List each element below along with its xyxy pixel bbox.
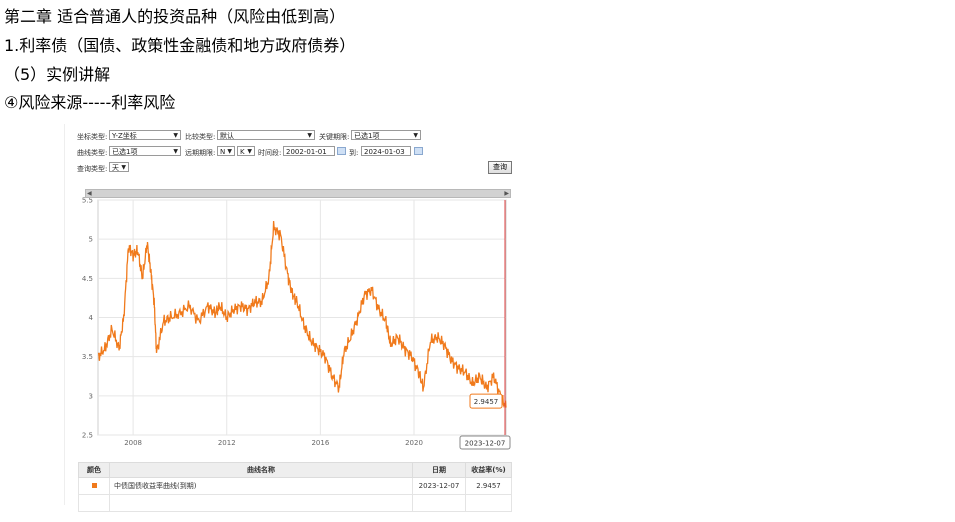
chevron-down-icon: ▼ <box>227 148 232 155</box>
col-date-header: 日期 <box>412 462 466 478</box>
y-tick-label: 5.5 <box>82 197 93 205</box>
col-name-header: 曲线名称 <box>109 462 413 478</box>
query-button[interactable]: 查询 <box>488 161 512 174</box>
yield-line-chart: 2.5 3 3.5 4 4.5 5 5.5 2008 2012 2016 2020 2.9457 202… <box>82 197 511 450</box>
table-row-empty <box>78 494 512 512</box>
curve-type-select[interactable]: 已选1项 ▼ <box>109 146 181 156</box>
coord-type-select[interactable]: Y-Z坐标 ▼ <box>109 130 181 140</box>
slide-heading-chapter: 第二章 适合普通人的投资品种（风险由低到高） <box>4 7 346 26</box>
forward-term-k-select[interactable]: K ▼ <box>237 146 255 156</box>
query-type-value: 天 <box>112 164 119 172</box>
series-color-swatch <box>91 483 97 488</box>
query-type-label: 查询类型: <box>77 165 108 173</box>
yield-cell: 2.9457 <box>465 477 512 495</box>
scroll-right-icon[interactable]: ▶ <box>504 190 509 197</box>
to-label: 到: <box>349 149 359 157</box>
query-type-select[interactable]: 天 ▼ <box>109 162 129 172</box>
curve-type-label: 曲线类型: <box>77 149 108 157</box>
calendar-icon[interactable] <box>414 147 423 155</box>
chevron-down-icon: ▼ <box>173 132 178 139</box>
date-tooltip-text: 2023-12-07 <box>465 440 506 448</box>
forward-n-value: N <box>220 148 226 156</box>
date-tooltip-box <box>459 435 511 450</box>
date-from-input[interactable]: 2002-01-01 <box>283 146 335 156</box>
y-tick-label: 4.5 <box>82 275 93 283</box>
curve-type-value: 已选1项 <box>112 148 138 156</box>
x-tick-label: 2020 <box>405 439 423 447</box>
compare-type-select[interactable]: 默认 ▼ <box>217 130 315 140</box>
date-cell: 2023-12-07 <box>412 477 466 495</box>
x-tick-label: 2016 <box>311 439 329 447</box>
slide-heading-bond-type: 1.利率债（国债、政策性金融债和地方政府债券） <box>4 36 356 55</box>
time-range-label: 时间段: <box>258 149 282 157</box>
forward-k-value: K <box>240 148 245 156</box>
value-tooltip-box <box>469 393 503 409</box>
chevron-down-icon: ▼ <box>247 148 252 155</box>
chart-range-scrollbar[interactable]: ◀ ▶ <box>85 189 511 198</box>
coord-type-label: 坐标类型: <box>77 133 108 141</box>
table-row[interactable]: 中债国债收益率曲线(到期) 2023-12-07 2.9457 <box>78 477 512 495</box>
chevron-down-icon: ▼ <box>307 132 312 139</box>
slide-heading-risk-source: ④风险来源-----利率风险 <box>4 93 176 112</box>
key-term-select[interactable]: 已选1项 ▼ <box>351 130 421 140</box>
color-swatch-cell <box>78 477 110 495</box>
y-tick-label: 2.5 <box>82 432 93 440</box>
yield-curve-query-panel: 坐标类型: Y-Z坐标 ▼ 比较类型: 默认 ▼ 关键期限: 已选1项 ▼ 曲线类型:… <box>64 124 514 512</box>
col-yield-header: 收益率(%) <box>465 462 512 478</box>
x-tick-label: 2012 <box>218 439 236 447</box>
value-tooltip-text: 2.9457 <box>474 398 499 406</box>
coord-type-value: Y-Z坐标 <box>112 132 137 140</box>
forward-term-label: 远期期限: <box>185 149 216 157</box>
chevron-down-icon: ▼ <box>121 164 126 171</box>
chevron-down-icon: ▼ <box>173 148 178 155</box>
y-tick-label: 4 <box>89 314 94 322</box>
key-term-label: 关键期限: <box>319 133 350 141</box>
col-color-header: 颜色 <box>78 462 110 478</box>
slide-heading-example: （5）实例讲解 <box>4 65 111 84</box>
series-line <box>97 220 507 409</box>
curve-name-cell: 中债国债收益率曲线(到期) <box>109 477 413 495</box>
curve-data-table: 颜色 曲线名称 日期 收益率(%) 中债国债收益率曲线(到期) 2023-12-… <box>78 462 512 512</box>
compare-type-value: 默认 <box>220 132 234 140</box>
y-tick-label: 3 <box>89 392 93 400</box>
chevron-down-icon: ▼ <box>413 132 418 139</box>
forward-term-n-select[interactable]: N ▼ <box>217 146 235 156</box>
calendar-icon[interactable] <box>337 147 346 155</box>
y-tick-label: 3.5 <box>82 353 93 361</box>
date-to-input[interactable]: 2024-01-03 <box>361 146 411 156</box>
key-term-value: 已选1项 <box>354 132 380 140</box>
compare-type-label: 比较类型: <box>185 133 216 141</box>
scroll-left-icon[interactable]: ◀ <box>87 190 92 197</box>
y-tick-label: 5 <box>89 236 93 244</box>
x-tick-label: 2008 <box>124 439 142 447</box>
table-header-row: 颜色 曲线名称 日期 收益率(%) <box>78 462 512 478</box>
